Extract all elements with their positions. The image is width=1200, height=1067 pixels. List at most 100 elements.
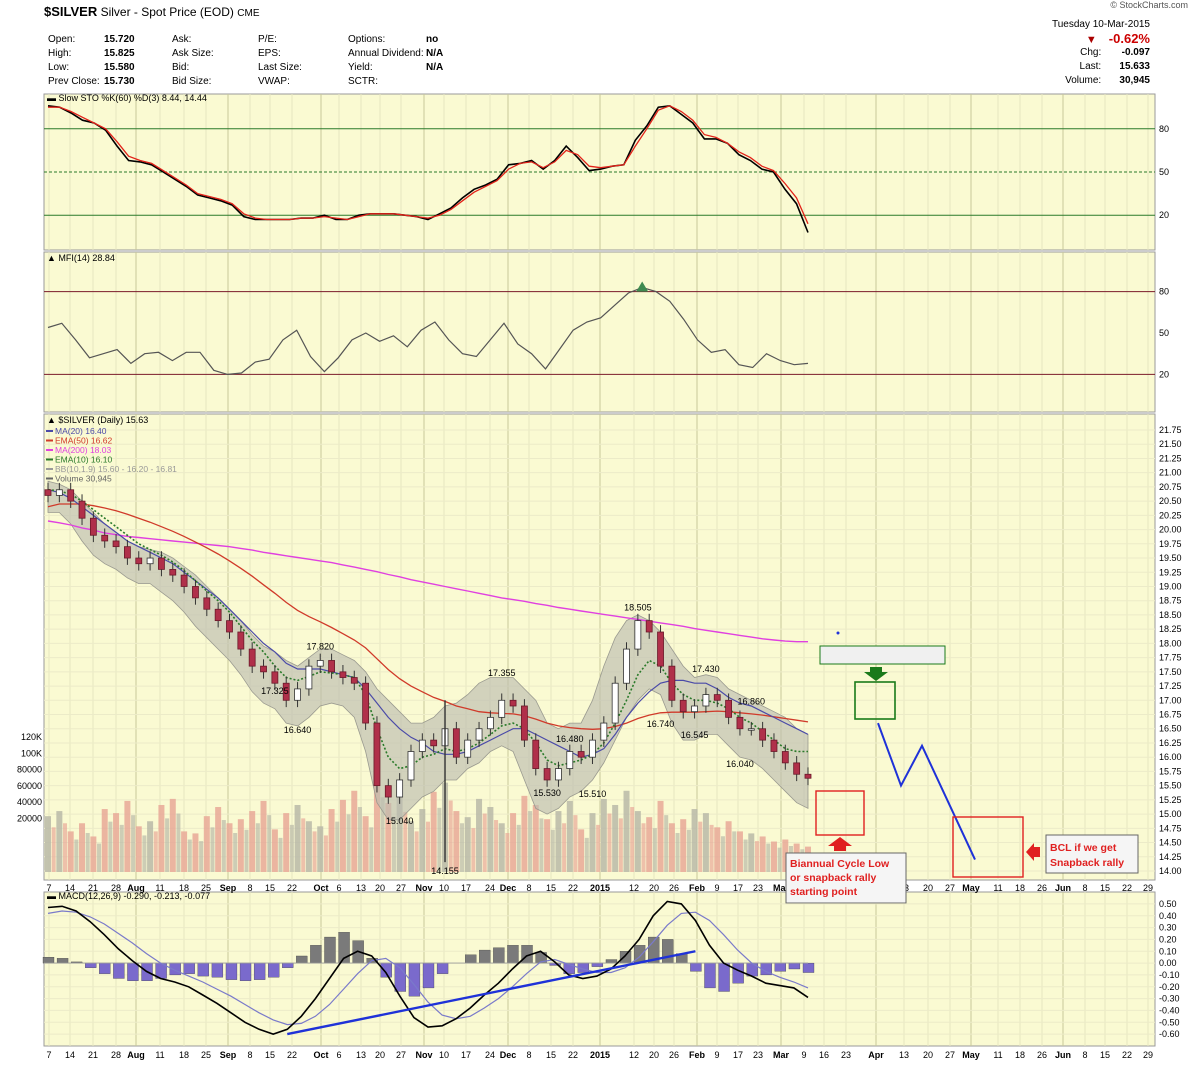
macd-histogram-bar: [99, 962, 111, 974]
volume-bar: [498, 823, 505, 872]
x-tick-label: 8: [247, 883, 252, 893]
mfi-tick: 80: [1159, 287, 1169, 297]
quote-value: 15.720: [104, 34, 135, 45]
volume-bar: [664, 815, 669, 872]
volume-bar: [283, 813, 290, 872]
volume-bar: [260, 800, 267, 872]
bcl-arrow: [1026, 843, 1040, 861]
cycle-low-callout: [785, 852, 907, 904]
price-tick: 20.25: [1159, 510, 1182, 520]
quote-row: P/E:: [258, 33, 338, 47]
volume-bar: [544, 819, 551, 872]
macd-histogram-bar: [85, 962, 97, 968]
macd-histogram-bar: [225, 962, 238, 980]
volume-bar: [612, 804, 619, 872]
x-tick-label: 13: [899, 1050, 909, 1060]
quote-value: 15.633: [1119, 61, 1150, 72]
bcl-box: [952, 816, 1024, 878]
price-candle: [282, 682, 290, 701]
quote-value: no: [426, 34, 439, 45]
quote-label: Yield:: [348, 62, 373, 73]
price-candle: [736, 716, 744, 730]
x-tick-label: 23: [841, 1050, 851, 1060]
cycle-low-text: starting point: [790, 886, 858, 898]
volume-bar: [770, 841, 777, 872]
price-tick: 20.75: [1159, 482, 1182, 492]
price-candle: [180, 574, 188, 587]
price-tick: 18.50: [1159, 610, 1182, 620]
volume-bar: [528, 811, 533, 872]
volume-bar: [380, 797, 385, 872]
x-tick-label: 28: [111, 883, 121, 893]
volume-bar: [600, 798, 607, 872]
price-candle: [623, 648, 630, 684]
price-annotation: 16.740: [647, 719, 675, 729]
volume-bar: [482, 813, 487, 872]
macd-tick: 0.10: [1159, 946, 1177, 956]
volume-bar: [426, 821, 430, 872]
x-tick-label: 27: [945, 1050, 955, 1060]
x-tick-label: 8: [1082, 1050, 1087, 1060]
volume-bar: [199, 841, 204, 872]
price-candle: [328, 660, 335, 673]
quote-row: Prev Close: 15.730: [48, 75, 135, 89]
x-tick-label: 15: [265, 883, 275, 893]
x-tick-label: 26: [1037, 1050, 1047, 1060]
x-tick-label: 12: [629, 1050, 639, 1060]
volume-bar: [101, 809, 108, 872]
x-tick-label: 17: [733, 1050, 743, 1060]
x-tick-label: 18: [179, 883, 189, 893]
price-tick: 19.00: [1159, 581, 1182, 591]
x-tick-label: 13: [356, 883, 366, 893]
price-candle: [55, 489, 63, 496]
price-candle: [566, 751, 574, 769]
x-tick-label: Mar: [773, 1050, 790, 1060]
volume-bar: [646, 817, 653, 872]
cycle-low-arrow: [828, 837, 852, 851]
price-tick: 18.25: [1159, 624, 1182, 634]
volume-bar: [691, 809, 698, 872]
volume-bar: [623, 790, 630, 872]
cycle-low-text: Biannual Cycle Low: [790, 858, 890, 870]
bollinger-band: [47, 480, 809, 821]
price-candle: [294, 688, 301, 701]
x-tick-label: 17: [461, 883, 471, 893]
volume-bar: [79, 823, 86, 872]
volume-bar: [271, 829, 278, 872]
volume-bar: [419, 809, 426, 872]
target-callout: [819, 645, 946, 665]
x-tick-label: 22: [287, 1050, 297, 1060]
target-box: [854, 681, 896, 720]
price-annotation: 17.355: [488, 668, 516, 678]
macd-histogram-bar: [788, 962, 801, 970]
volume-bar: [267, 815, 272, 872]
volume-bar: [555, 811, 562, 872]
x-tick-label: 20: [375, 883, 385, 893]
price-candle: [509, 699, 517, 707]
volume-bar: [158, 804, 165, 872]
macd-histogram-bar: [619, 951, 632, 964]
sto-title: ▬ Slow STO %K(60) %D(3) 8.44, 14.44: [47, 93, 207, 103]
volume-bar: [119, 824, 124, 872]
volume-bar: [448, 800, 453, 872]
sto-tick: 50: [1159, 167, 1169, 177]
x-tick-label: 8: [526, 1050, 531, 1060]
price-candle: [747, 728, 755, 731]
x-tick-label: Feb: [689, 883, 706, 893]
x-tick-label: 22: [1122, 883, 1132, 893]
quote-label: Ask:: [172, 34, 192, 45]
volume-bar: [203, 816, 210, 872]
x-tick-label: Feb: [689, 1050, 706, 1060]
macd-histogram-bar: [380, 962, 392, 978]
x-tick-label: Sep: [220, 1050, 237, 1060]
legend-entry: EMA(50) 16.62: [55, 436, 112, 446]
price-candle: [67, 489, 75, 502]
price-candle: [192, 586, 199, 599]
price-tick: 19.50: [1159, 553, 1182, 563]
volume-bar: [732, 831, 737, 872]
volume-bar: [777, 847, 782, 872]
price-candle: [430, 739, 438, 747]
volume-bar: [743, 839, 748, 872]
volume-bar: [153, 831, 158, 872]
price-candle: [600, 722, 608, 741]
